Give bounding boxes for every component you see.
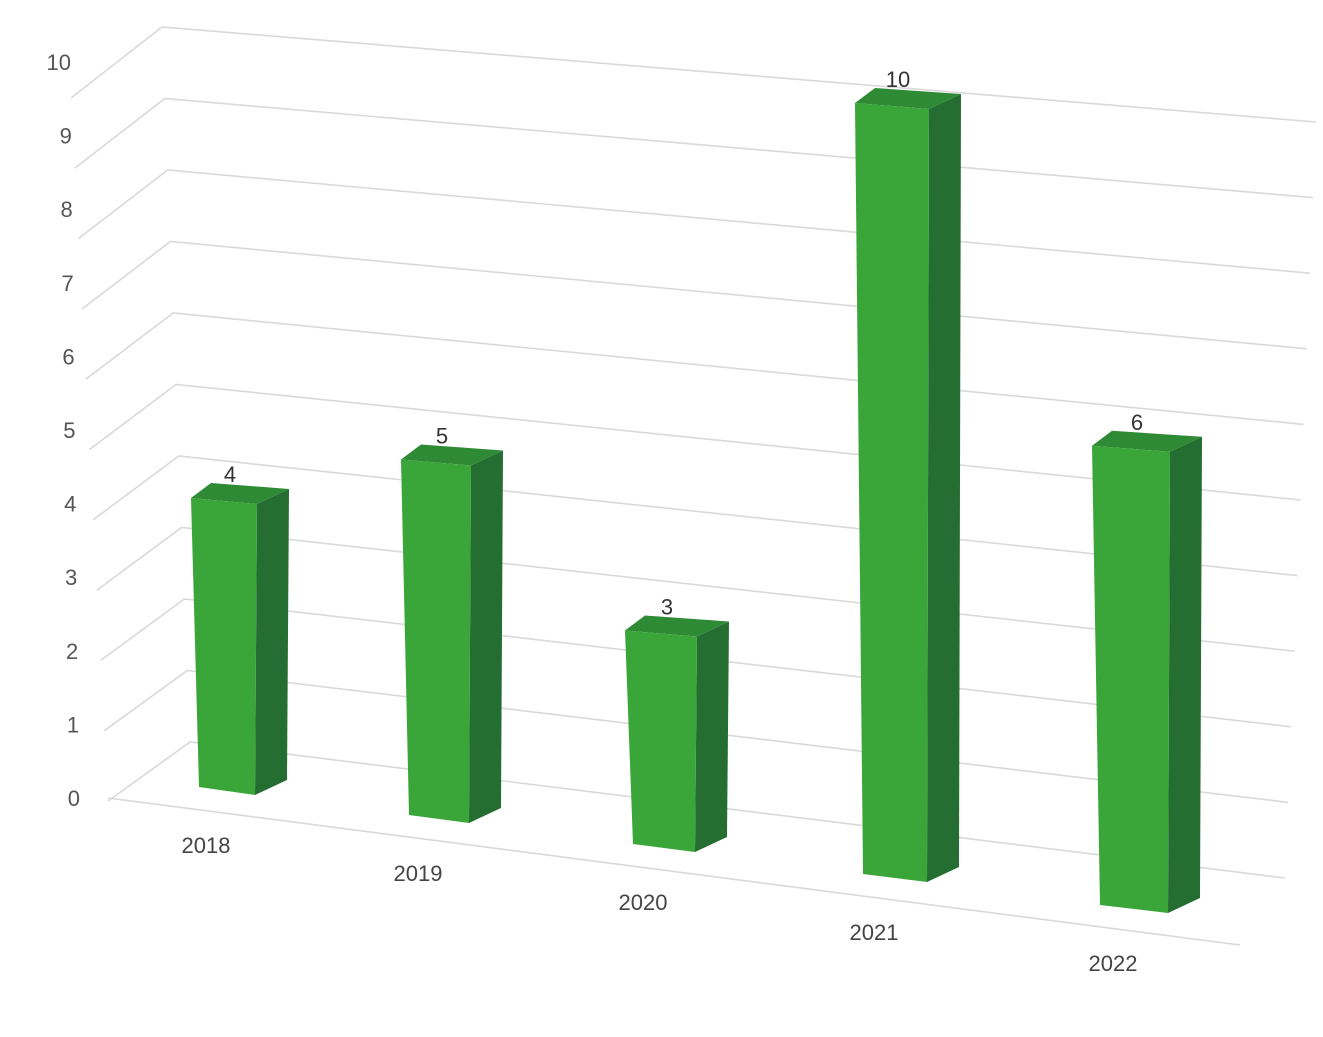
y-tick-label: 1 [67, 712, 79, 737]
data-labels: 4 5 3 10 6 [224, 67, 1143, 620]
bar-side [927, 94, 961, 882]
y-tick-label: 0 [68, 786, 80, 811]
bar-top [855, 88, 961, 109]
bar-front [1092, 445, 1170, 913]
x-category-label: 2022 [1089, 951, 1138, 976]
bar-2019 [401, 444, 503, 823]
bar-2020 [625, 615, 729, 852]
y-tick-label: 2 [66, 639, 78, 664]
bar-2018 [191, 483, 289, 795]
y-tick-label: 4 [64, 492, 76, 517]
y-tick-label: 3 [65, 565, 77, 590]
bars [191, 88, 1202, 913]
bar-front [191, 498, 257, 795]
y-tick-label: 10 [47, 50, 71, 75]
y-tick-label: 6 [62, 344, 74, 369]
data-label: 10 [886, 67, 910, 92]
y-tick-label: 7 [61, 271, 73, 296]
y-tick-label: 5 [63, 418, 75, 443]
floor-edge [107, 797, 1241, 946]
gridline [81, 240, 1307, 350]
bar-side [469, 450, 503, 823]
y-tick-label: 8 [61, 197, 73, 222]
x-category-label: 2020 [619, 890, 668, 915]
bar-top [191, 483, 289, 504]
bar-2021 [855, 88, 961, 882]
bar-top [1092, 430, 1202, 452]
bar-front [855, 103, 929, 882]
gridline [85, 312, 1304, 426]
y-axis-ticks: 0 1 2 3 4 5 6 7 8 9 10 [47, 50, 80, 811]
y-tick-label: 9 [60, 124, 72, 149]
bar-2022 [1092, 430, 1202, 913]
x-axis-labels: 2018 2019 2020 2021 2022 [182, 833, 1138, 976]
gridline [74, 97, 1313, 199]
x-category-label: 2021 [850, 920, 899, 945]
bar-side [695, 621, 729, 852]
bar-side [1168, 436, 1202, 913]
data-label: 6 [1131, 410, 1143, 435]
bar-front [625, 630, 697, 852]
data-label: 4 [224, 462, 236, 487]
bar-top [625, 615, 729, 637]
bar-top [401, 444, 503, 466]
data-label: 3 [661, 595, 673, 620]
bar-side [255, 489, 289, 795]
x-category-label: 2018 [182, 833, 231, 858]
data-label: 5 [436, 424, 448, 449]
bar-front [401, 459, 471, 823]
gridline [77, 169, 1310, 274]
gridline [70, 26, 1317, 123]
x-category-label: 2019 [394, 861, 443, 886]
